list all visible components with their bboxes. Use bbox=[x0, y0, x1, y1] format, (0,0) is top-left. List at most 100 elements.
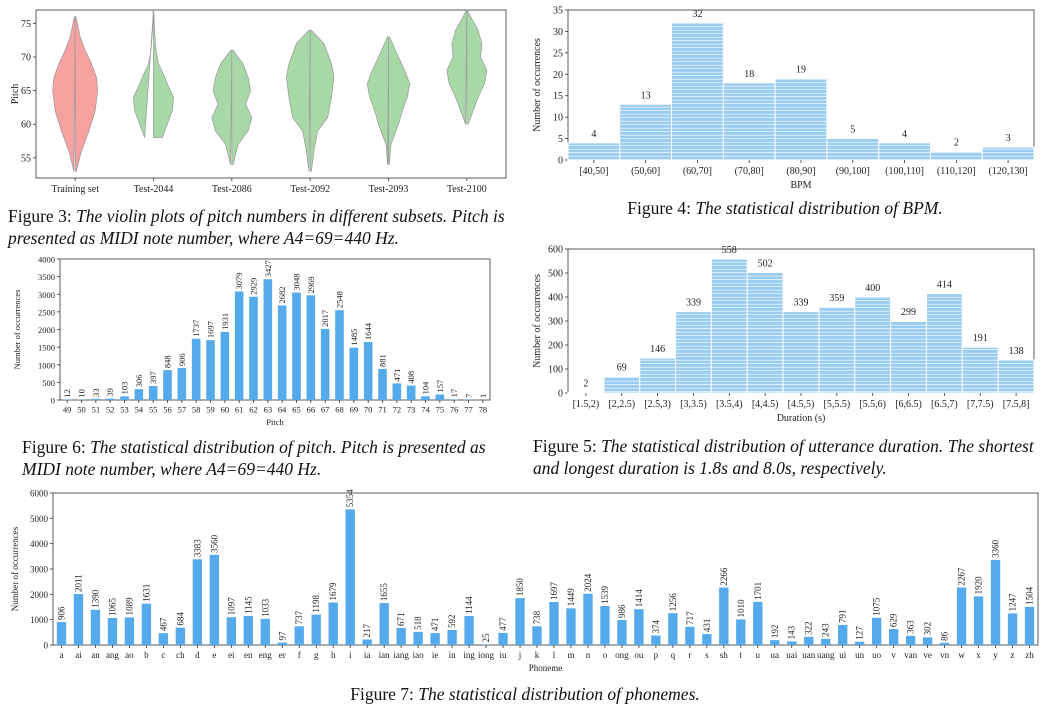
fig4-ytick-label: 0 bbox=[558, 156, 563, 167]
fig4-data-label: 4 bbox=[591, 129, 596, 140]
fig6-data-label: 1697 bbox=[206, 321, 216, 338]
fig7-bar bbox=[600, 606, 610, 645]
fig6-bar bbox=[163, 370, 172, 400]
fig7-bar bbox=[515, 598, 525, 645]
fig7-data-label: 192 bbox=[770, 625, 780, 639]
fig7-data-label: 143 bbox=[787, 625, 797, 639]
fig6-data-label: 10 bbox=[77, 389, 87, 398]
fig7-ytick-label: 5000 bbox=[30, 514, 49, 524]
fig4-xtick-label: [40,50] bbox=[579, 166, 608, 177]
fig7-xtick-label: ai bbox=[75, 650, 82, 660]
fig7-xlabel: Phoneme bbox=[529, 663, 563, 673]
fig7-bar bbox=[905, 635, 916, 645]
fig7-data-label: 1247 bbox=[1008, 593, 1018, 612]
fig7-xtick-label: t bbox=[740, 650, 743, 660]
fig6-bar bbox=[220, 331, 230, 400]
fig7-bar bbox=[770, 640, 780, 645]
fig4-xtick-label: (110,120] bbox=[937, 166, 976, 177]
fig6-data-label: 7 bbox=[464, 394, 474, 398]
fig3-violin-chart: 55 60 65 70 75 Training set Test-2044 Test-2086… bbox=[10, 9, 507, 195]
fig4-bar bbox=[929, 150, 983, 161]
fig7-bar bbox=[294, 626, 304, 645]
fig7-xtick-label: uan bbox=[802, 650, 815, 660]
fig6-data-label: 306 bbox=[134, 374, 144, 387]
fig7-xtick-label: b bbox=[144, 650, 149, 660]
fig6-ytick-label: 0 bbox=[51, 396, 55, 406]
fig7-bar bbox=[888, 629, 899, 645]
fig5-bar bbox=[603, 375, 641, 394]
fig5-xtick-label: [1.5,2) bbox=[573, 399, 600, 410]
fig7-data-label: 1414 bbox=[634, 589, 644, 608]
fig7-bar bbox=[787, 641, 797, 645]
fig6-xtick-label: 64 bbox=[278, 405, 287, 415]
fig4-caption: Figure 4: The statistical distribution o… bbox=[530, 197, 1040, 219]
fig6-bar bbox=[277, 305, 287, 400]
fig6-bar bbox=[148, 386, 158, 400]
fig7-data-label: 592 bbox=[447, 615, 457, 629]
fig7-xtick-label: c bbox=[161, 650, 165, 660]
fig5-xtick-label: [6,6.5) bbox=[895, 399, 922, 410]
fig5-bar bbox=[925, 293, 963, 394]
fig4-caption-label: Figure 4: bbox=[627, 198, 691, 218]
fig5-data-label: 400 bbox=[865, 283, 880, 294]
fig7-xtick-label: j bbox=[518, 650, 522, 660]
fig7-bar bbox=[73, 594, 84, 645]
fig7-data-label: 629 bbox=[889, 613, 899, 627]
fig7-xtick-label: ian bbox=[379, 650, 390, 660]
fig4-ytick-label: 15 bbox=[553, 91, 563, 102]
fig7-bar bbox=[838, 624, 848, 645]
fig6-ytick-label: 3500 bbox=[38, 272, 55, 282]
fig5-caption-label: Figure 5: bbox=[533, 436, 597, 456]
fig7-bar bbox=[685, 626, 695, 645]
fig5-bar bbox=[639, 357, 677, 394]
fig5-xtick-label: [4.5,5) bbox=[788, 399, 815, 410]
fig7-data-label: 684 bbox=[175, 612, 185, 626]
fig7-bar bbox=[498, 632, 508, 645]
fig7-data-label: 3383 bbox=[192, 539, 202, 558]
fig5-xtick-label: [2.5,3) bbox=[644, 399, 671, 410]
fig3-panel: 55 60 65 70 75 Training set Test-2044 Test-2086… bbox=[8, 6, 510, 200]
fig6-bar bbox=[249, 296, 258, 400]
fig6-bar bbox=[292, 292, 301, 400]
fig6-bar bbox=[91, 398, 101, 400]
fig6-xtick-label: 55 bbox=[149, 405, 158, 415]
fig6-xtick-label: 53 bbox=[120, 405, 129, 415]
fig5-ytick-label: 400 bbox=[548, 293, 563, 304]
fig6-data-label: 471 bbox=[392, 369, 402, 382]
fig6-xtick-label: 50 bbox=[77, 405, 86, 415]
fig7-xtick-label: a bbox=[59, 650, 63, 660]
fig5-data-label: 299 bbox=[901, 307, 916, 318]
fig5-xtick-label: [3,3.5) bbox=[680, 399, 707, 410]
fig4-xtick-label: (120,130] bbox=[989, 166, 1028, 177]
fig7-data-label: 1539 bbox=[600, 586, 610, 605]
fig7-xtick-label: ia bbox=[364, 650, 371, 660]
fig7-bar bbox=[651, 635, 661, 645]
fig6-data-label: 157 bbox=[435, 380, 445, 393]
fig7-xtick-label: sh bbox=[720, 650, 729, 660]
fig5-xtick-label: [2,2.5) bbox=[608, 399, 635, 410]
fig7-xtick-label: o bbox=[603, 650, 608, 660]
fig7-xtick-label: f bbox=[298, 650, 301, 660]
fig5-ytick-label: 300 bbox=[548, 317, 563, 328]
fig5-xtick-label: [4,4.5) bbox=[752, 399, 779, 410]
fig6-bar bbox=[363, 342, 373, 400]
fig7-data-label: 1144 bbox=[464, 596, 474, 614]
fig4-data-label: 19 bbox=[796, 65, 806, 76]
fig6-xtick-label: 54 bbox=[135, 405, 144, 415]
fig6-xtick-label: 74 bbox=[421, 405, 430, 415]
fig7-bar bbox=[260, 618, 270, 645]
fig6-data-label: 3048 bbox=[292, 274, 302, 291]
fig7-xtick-label: iu bbox=[500, 650, 508, 660]
fig7-data-label: 431 bbox=[702, 619, 712, 633]
fig6-xtick-label: 65 bbox=[292, 405, 301, 415]
fig6-ytick-label: 2000 bbox=[38, 325, 55, 335]
fig6-data-label: 17 bbox=[449, 389, 459, 398]
fig7-xtick-label: y bbox=[993, 650, 998, 660]
fig7-bar bbox=[583, 593, 593, 645]
fig7-xtick-label: van bbox=[904, 650, 917, 660]
fig7-bar bbox=[481, 644, 491, 645]
fig4-bar bbox=[826, 138, 880, 161]
fig7-data-label: 1701 bbox=[753, 582, 763, 600]
fig4-xlabel: BPM bbox=[790, 180, 811, 191]
fig7-xtick-label: ch bbox=[176, 650, 185, 660]
